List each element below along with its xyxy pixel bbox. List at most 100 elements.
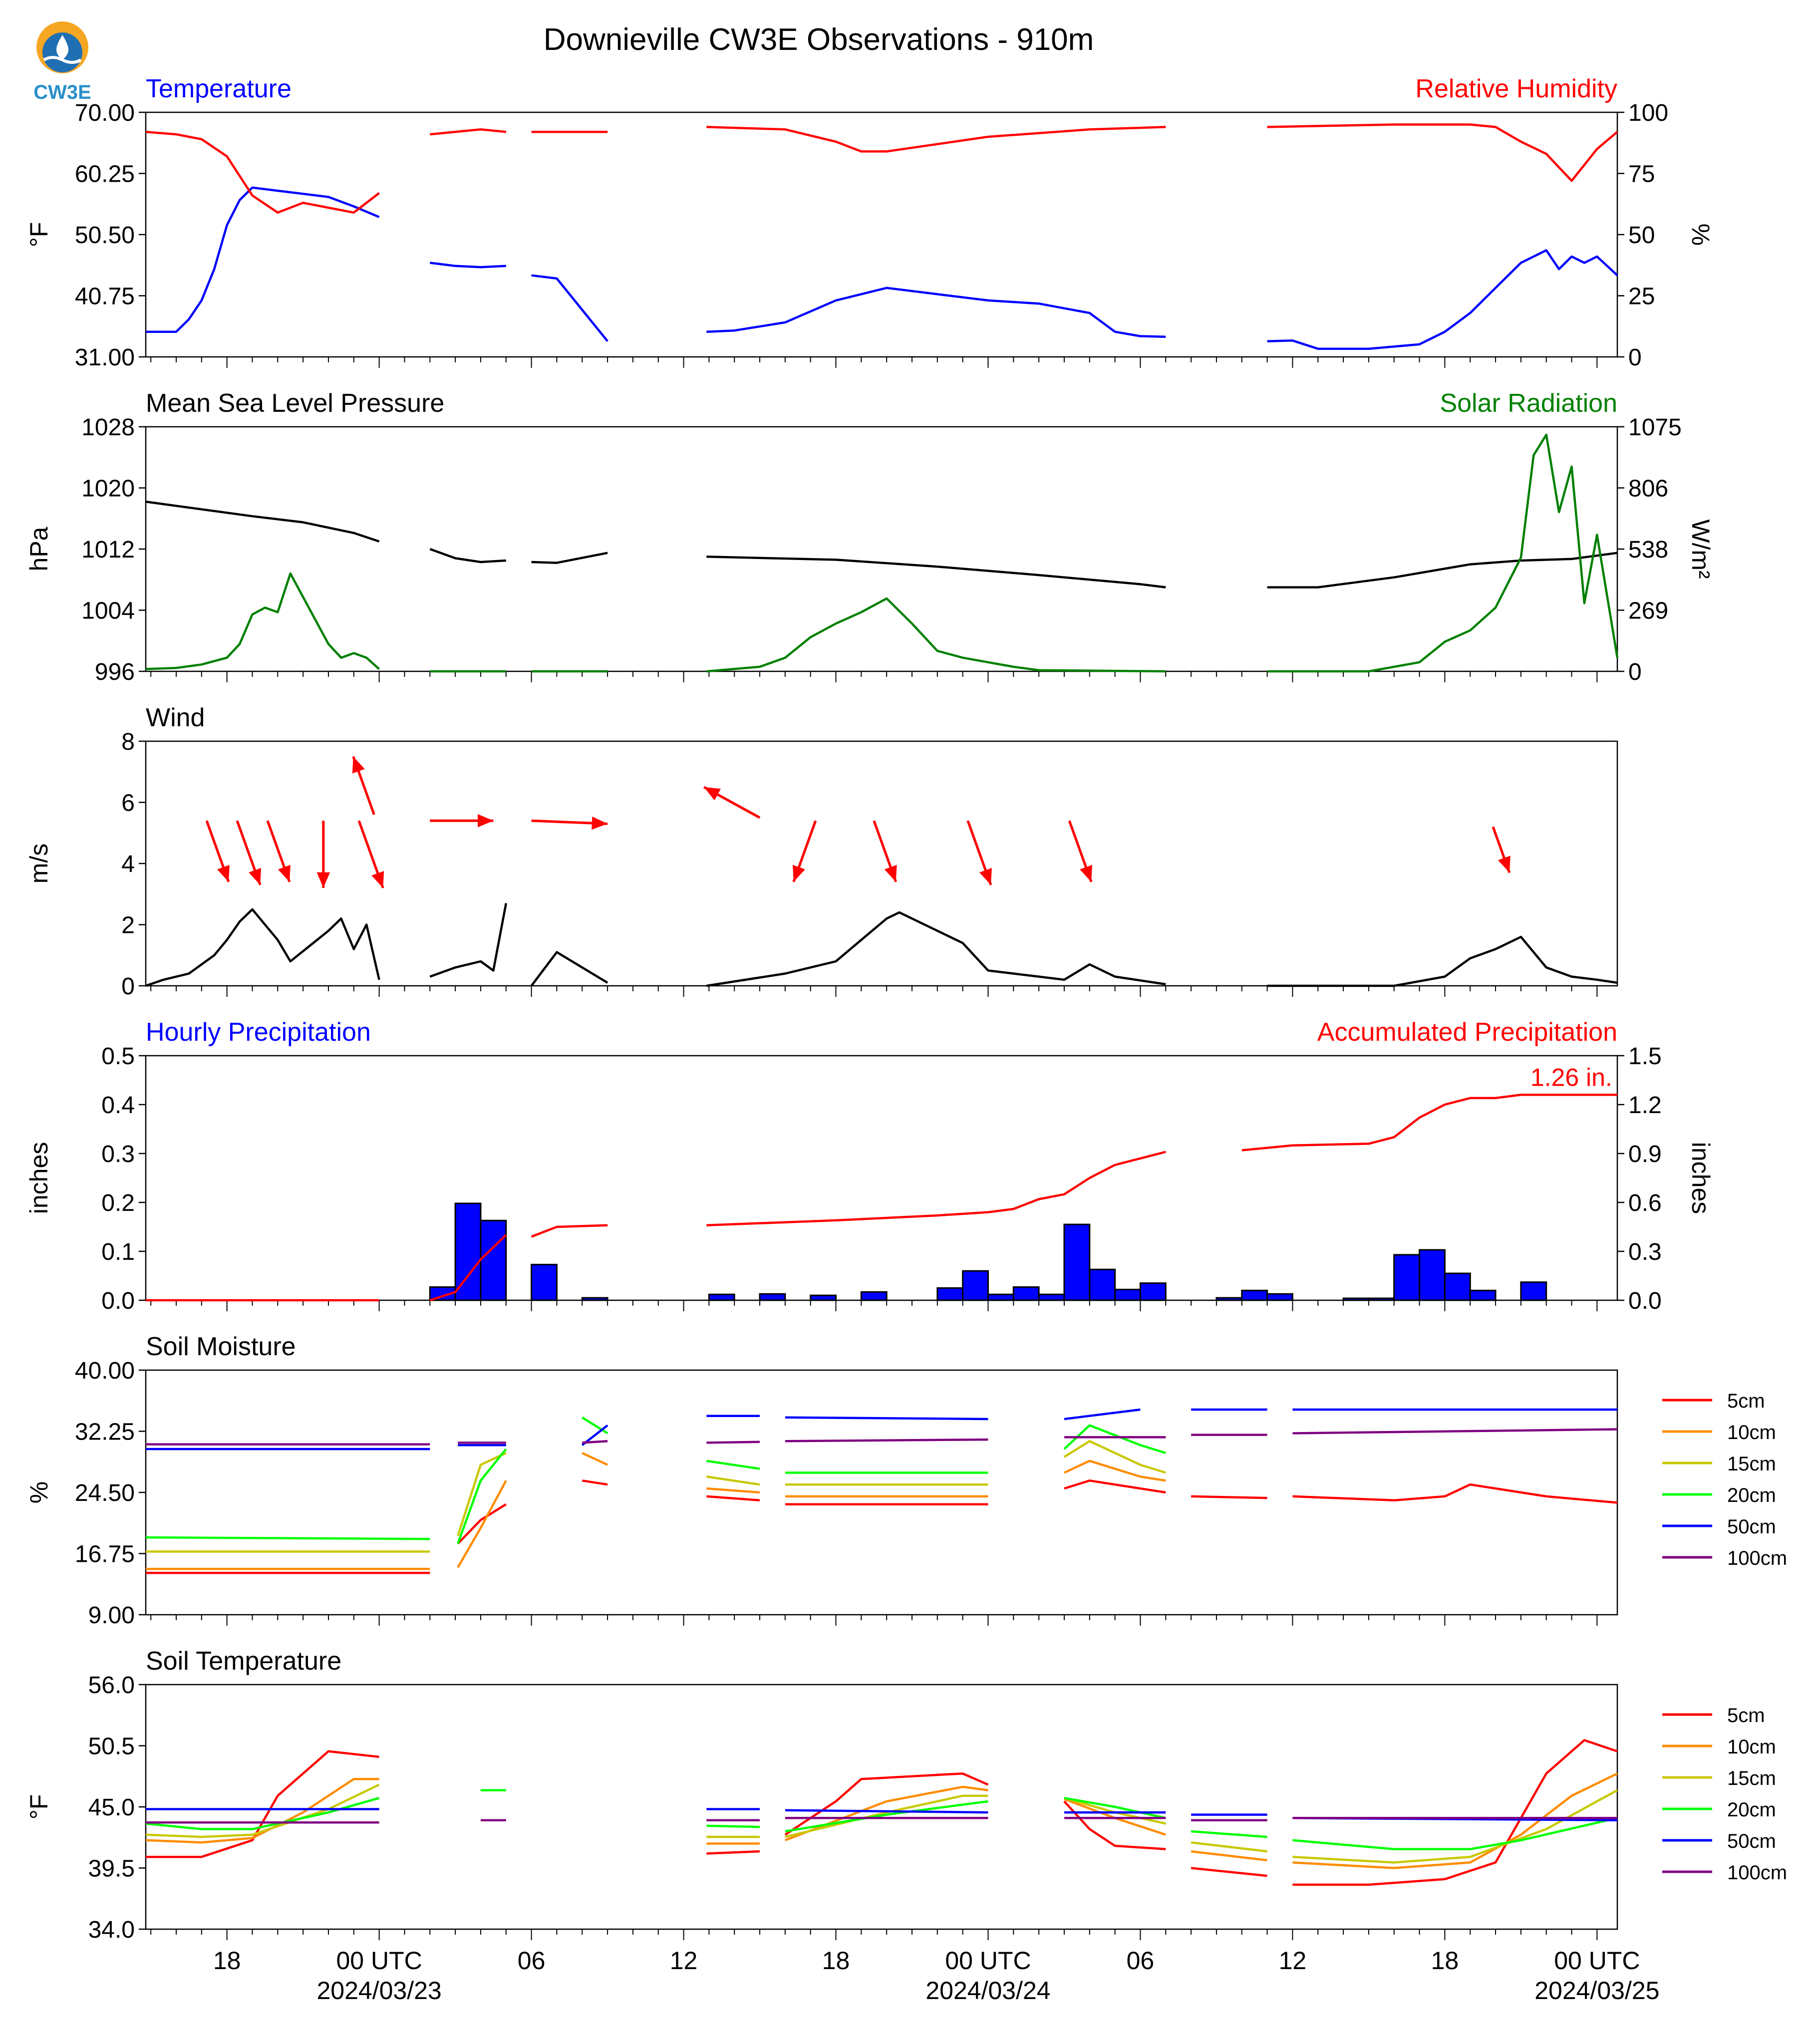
series-line-10cm (1064, 1459, 1166, 1482)
wind-arrow-head (249, 868, 262, 885)
series-line-5cm (1191, 1867, 1267, 1877)
series-line-50cm (785, 1416, 988, 1421)
legend-label: 50cm (1727, 1516, 1776, 1538)
figure-title: Downieville CW3E Observations - 910m (544, 22, 1094, 57)
precip-bar (1139, 1282, 1167, 1301)
series-line-20cm (706, 1459, 760, 1470)
series-line-15cm (1292, 1789, 1618, 1864)
series-line-black (530, 951, 608, 987)
series-line-black (706, 556, 1166, 588)
series-line-blue (146, 186, 380, 333)
x-date-label: 2024/03/23 (316, 1977, 441, 2005)
series-line-10cm (706, 1487, 760, 1494)
precip-bar (1444, 1272, 1471, 1301)
wind-arrow-head (1080, 865, 1092, 882)
y-axis-label: °F (25, 1794, 53, 1820)
precip-bar (1063, 1223, 1091, 1301)
y-tick-label-right: 0 (1628, 659, 1642, 685)
legend-label: 100cm (1727, 1862, 1787, 1884)
series-line-50cm (785, 1809, 988, 1814)
series-line-blue (1267, 249, 1618, 350)
y-tick-label-right: 0 (1628, 344, 1642, 371)
legend-label: 5cm (1727, 1705, 1765, 1727)
y-tick-label: 0.0 (101, 1288, 135, 1314)
y-axis-label: °F (25, 222, 53, 248)
series-line-20cm (1064, 1796, 1166, 1819)
series-line-100cm (1292, 1428, 1618, 1435)
series-line-5cm (457, 1503, 507, 1545)
precip-bar (860, 1291, 888, 1301)
y-axis-label-right: inches (1687, 1142, 1715, 1214)
panel-title-left: Temperature (146, 74, 292, 103)
precip-bar (1241, 1289, 1268, 1301)
precip-bar (1012, 1286, 1040, 1301)
y-tick-label: 0.2 (101, 1190, 135, 1216)
series-line-5cm (1292, 1483, 1618, 1504)
series-line-black (1267, 935, 1618, 987)
series-line-red (145, 130, 380, 214)
series-line-black (531, 552, 608, 564)
panel-3: Hourly Precipitation Accumulated Precipit… (25, 1018, 1715, 1314)
series-line-5cm (146, 1750, 379, 1858)
wind-arrow-head (704, 787, 721, 801)
legend-label: 10cm (1727, 1422, 1776, 1444)
y-tick-label: 34.0 (88, 1917, 135, 1943)
series-line-50cm (1064, 1408, 1141, 1421)
precip-bar (1215, 1297, 1243, 1301)
y-tick-label: 39.5 (88, 1856, 135, 1882)
panel-title-right: Accumulated Precipitation (1317, 1018, 1617, 1047)
y-tick-label-right: 50 (1628, 222, 1655, 249)
series-line-10cm (582, 1451, 608, 1466)
y-tick-label-right: 0.0 (1628, 1288, 1662, 1314)
wind-arrow-head (792, 865, 805, 882)
y-tick-label: 40.75 (75, 284, 135, 310)
wind-arrow-head (217, 865, 230, 882)
y-axis-label: inches (25, 1142, 53, 1214)
series-line-green (1267, 433, 1619, 673)
y-tick-label: 0 (121, 973, 135, 1000)
precip-bar (1393, 1254, 1421, 1301)
series-line-5cm (1191, 1495, 1267, 1499)
panel-title-left: Wind (146, 703, 205, 732)
logo-drop-icon (56, 35, 69, 60)
y-tick-label-right: 0.9 (1628, 1141, 1662, 1167)
series-line-black (706, 911, 1166, 987)
logo-wave-icon (43, 56, 82, 64)
series-line-10cm (1191, 1850, 1267, 1862)
wind-arrow-head (371, 871, 384, 888)
series-line-black (145, 908, 380, 987)
series-line-red (429, 1234, 507, 1302)
legend-label: 20cm (1727, 1484, 1776, 1506)
wind-arrow-head (979, 868, 992, 885)
series-line-blue (706, 287, 1166, 338)
y-tick-label-right: 806 (1628, 476, 1668, 502)
precip-bar (708, 1293, 735, 1301)
series-line-5cm (784, 1772, 989, 1836)
precip-bar (962, 1270, 989, 1301)
x-tick-label: 18 (822, 1947, 850, 1975)
series-line-red (531, 1224, 608, 1238)
wind-arrow-head (884, 865, 897, 882)
series-line-100cm (785, 1438, 988, 1443)
y-tick-label: 1020 (81, 476, 135, 502)
legend-label: 5cm (1727, 1390, 1765, 1412)
y-tick-label-right: 1.2 (1628, 1092, 1662, 1119)
y-tick-label: 996 (95, 659, 135, 685)
series-line-green (706, 597, 1166, 673)
y-tick-label: 8 (121, 729, 135, 755)
series-line-20cm (1292, 1817, 1618, 1850)
y-axis-label: % (25, 1481, 53, 1503)
series-line-red (1241, 1094, 1617, 1152)
accum-total-label: 1.26 in. (1530, 1063, 1612, 1091)
y-tick-label: 60.25 (75, 161, 135, 188)
panel-title-left: Hourly Precipitation (146, 1018, 371, 1047)
series-line-5cm (1064, 1479, 1166, 1494)
series-line-10cm (785, 1785, 988, 1841)
series-line-20cm (706, 1824, 760, 1828)
precip-bar (1038, 1293, 1065, 1301)
y-tick-label: 1004 (81, 598, 135, 624)
precip-bar (810, 1294, 837, 1301)
panel-title-right: Relative Humidity (1415, 74, 1617, 103)
precip-bar (987, 1293, 1014, 1301)
y-tick-label: 70.00 (75, 100, 135, 126)
